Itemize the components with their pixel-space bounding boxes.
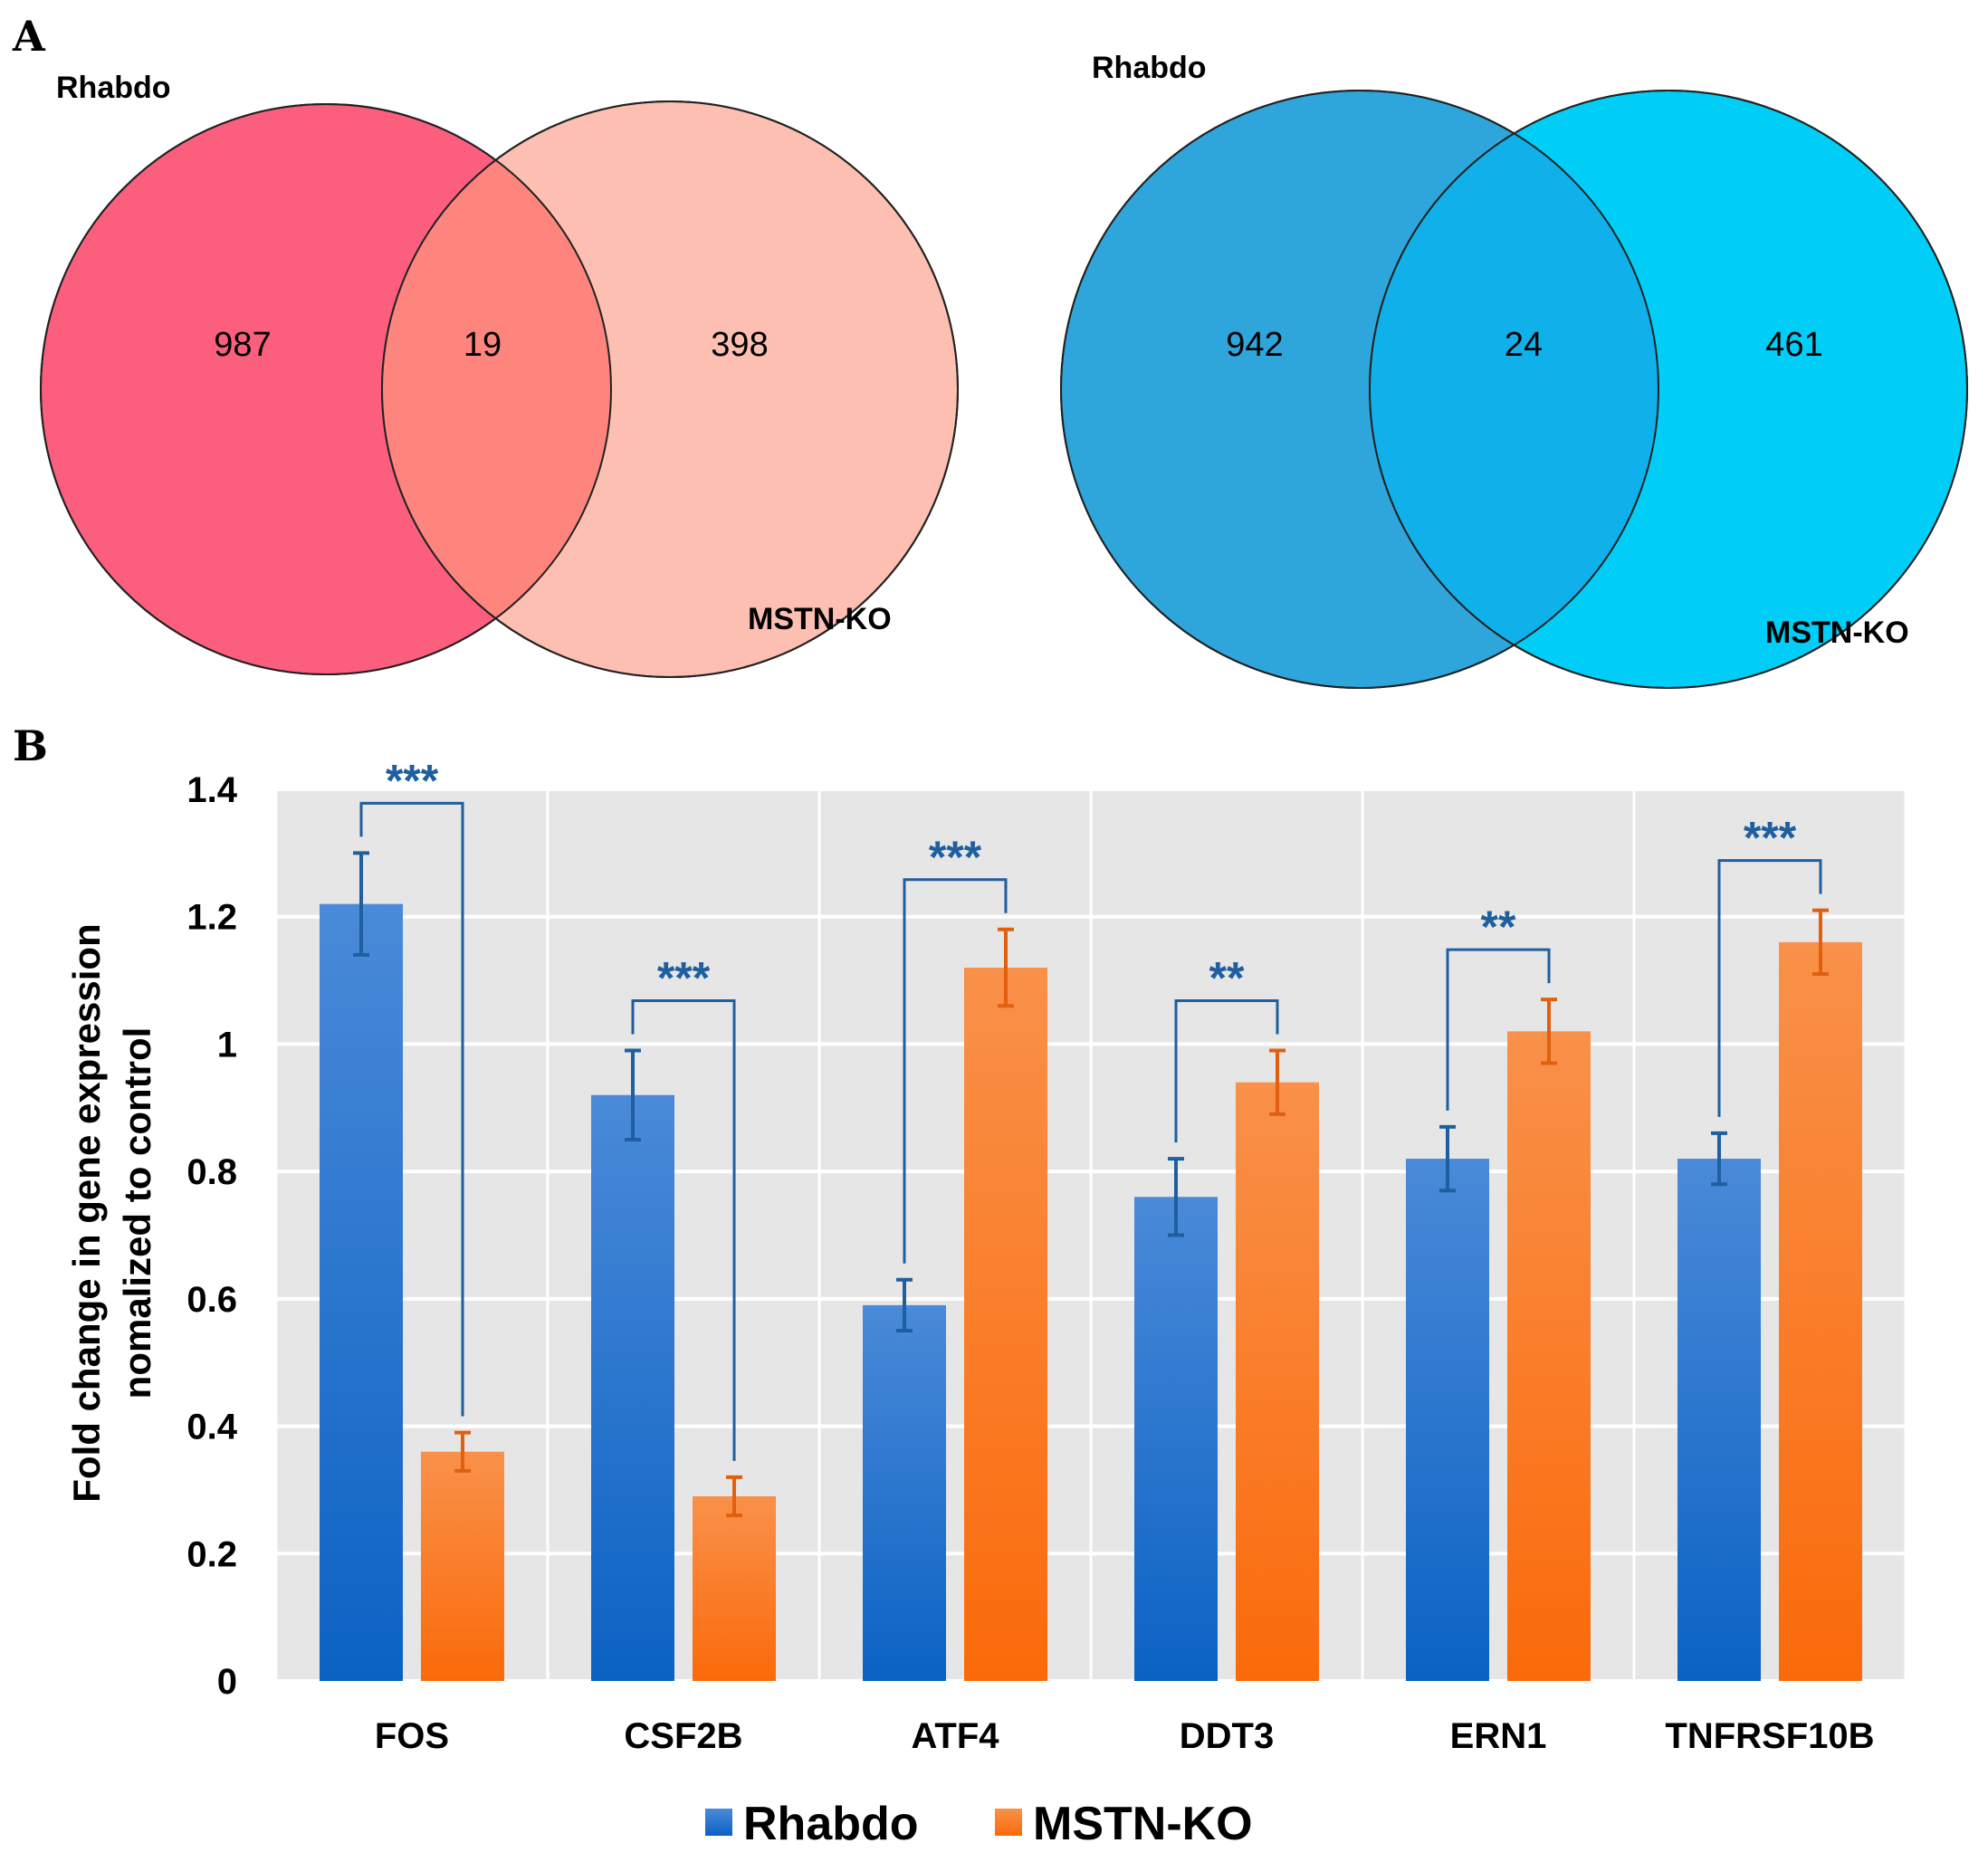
error-bar-mstn-ko-csf2b <box>726 1475 742 1518</box>
significance-label-ern1: ** <box>1481 902 1516 952</box>
error-bar-rhabdo-tnfrsf10b <box>1711 1131 1727 1187</box>
y-tick-label-2: 0.4 <box>186 1408 237 1447</box>
y-axis-title: Fold change in gene expression nomalized… <box>65 923 158 1502</box>
significance-bracket-ddt3 <box>1174 998 1279 1143</box>
category-label-tnfrsf10b: TNFRSF10B <box>1665 1716 1874 1756</box>
category-label-ern1: ERN1 <box>1450 1716 1547 1756</box>
significance-label-csf2b: *** <box>657 952 711 1003</box>
significance-label-ddt3: ** <box>1209 952 1245 1003</box>
error-bar-rhabdo-ern1 <box>1439 1124 1456 1193</box>
error-bar-mstn-ko-atf4 <box>998 927 1014 1008</box>
y-tick-label-7: 1.4 <box>186 770 237 810</box>
bar-mstn-ko-ern1 <box>1507 1031 1591 1681</box>
significance-label-tnfrsf10b: *** <box>1744 813 1797 864</box>
y-axis-ticks: 0 0.2 0.4 0.6 0.8 1 1.2 1.4 <box>186 770 237 1702</box>
venn1-set-a-label: Rhabdo <box>56 71 171 105</box>
venn2-set-a-label: Rhabdo <box>1092 51 1207 85</box>
category-label-fos: FOS <box>375 1716 449 1756</box>
error-bar-mstn-ko-tnfrsf10b <box>1812 908 1829 977</box>
bar-rhabdo-csf2b <box>591 1094 674 1681</box>
error-bar-mstn-ko-ddt3 <box>1269 1048 1286 1116</box>
venn-diagram-1: Rhabdo MSTN-KO 987 19 398 <box>40 71 959 678</box>
category-label-csf2b: CSF2B <box>624 1716 742 1756</box>
bar-mstn-ko-tnfrsf10b <box>1779 941 1862 1681</box>
venn2-overlap-region <box>1370 91 1658 688</box>
error-bar-rhabdo-fos <box>353 851 369 957</box>
venn1-only-b-count: 398 <box>711 326 768 364</box>
venn1-only-a-count: 987 <box>214 326 271 364</box>
panel-b-label: B <box>13 721 48 770</box>
y-tick-label-5: 1 <box>217 1025 237 1065</box>
bar-mstn-ko-ddt3 <box>1236 1082 1319 1681</box>
error-bar-mstn-ko-fos <box>454 1430 471 1473</box>
venn2-only-a-count: 942 <box>1226 326 1283 364</box>
y-tick-label-4: 0.8 <box>186 1152 237 1192</box>
significance-bracket-atf4 <box>903 878 1008 1264</box>
legend-label-rhabdo: Rhabdo <box>743 1798 919 1850</box>
venn1-overlap-region <box>382 104 611 674</box>
error-bar-rhabdo-csf2b <box>625 1048 641 1141</box>
bar-rhabdo-tnfrsf10b <box>1677 1159 1761 1681</box>
legend: Rhabdo MSTN-KO <box>705 1798 1253 1850</box>
error-bar-rhabdo-ddt3 <box>1168 1157 1184 1237</box>
bar-rhabdo-ern1 <box>1406 1159 1489 1681</box>
y-tick-label-0: 0 <box>217 1662 237 1702</box>
bars <box>320 903 1862 1681</box>
category-label-atf4: ATF4 <box>911 1716 999 1756</box>
significance-label-fos: *** <box>386 755 439 806</box>
significance-bracket-fos <box>359 801 464 1417</box>
legend-swatch-mstn-ko <box>995 1809 1022 1836</box>
error-bar-mstn-ko-ern1 <box>1541 998 1557 1065</box>
significance-brackets: **************** <box>359 755 1822 1461</box>
error-bars <box>353 851 1829 1518</box>
x-axis-categories: FOS CSF2B ATF4 DDT3 ERN1 TNFRSF10B <box>375 1716 1875 1756</box>
y-axis-title-line-2: nomalized to control <box>116 1027 158 1399</box>
y-tick-label-1: 0.2 <box>186 1534 237 1574</box>
venn1-overlap-count: 19 <box>464 326 502 364</box>
y-axis-title-line-1: Fold change in gene expression <box>65 923 108 1502</box>
bar-mstn-ko-csf2b <box>693 1495 776 1681</box>
error-bar-rhabdo-atf4 <box>896 1277 913 1333</box>
bar-rhabdo-fos <box>320 903 403 1681</box>
bar-mstn-ko-atf4 <box>964 968 1047 1681</box>
y-tick-label-6: 1.2 <box>186 898 237 938</box>
category-label-ddt3: DDT3 <box>1180 1716 1274 1756</box>
venn2-overlap-count: 24 <box>1505 326 1543 364</box>
venn-diagram-2: Rhabdo MSTN-KO 942 24 461 <box>1060 51 1968 689</box>
venn2-set-b-label: MSTN-KO <box>1765 616 1909 650</box>
venn1-set-b-label: MSTN-KO <box>748 602 892 636</box>
panel-a-label: A <box>12 12 46 61</box>
y-tick-label-3: 0.6 <box>186 1280 237 1320</box>
significance-bracket-csf2b <box>631 998 736 1461</box>
significance-bracket-tnfrsf10b <box>1717 859 1822 1117</box>
gridlines <box>274 788 1907 1683</box>
significance-bracket-ern1 <box>1446 948 1551 1111</box>
legend-swatch-rhabdo <box>705 1809 732 1836</box>
significance-label-atf4: *** <box>929 832 982 883</box>
bar-mstn-ko-fos <box>421 1451 504 1681</box>
venn2-only-b-count: 461 <box>1765 326 1822 364</box>
bar-rhabdo-ddt3 <box>1134 1197 1218 1681</box>
bar-rhabdo-atf4 <box>863 1304 946 1681</box>
legend-label-mstn-ko: MSTN-KO <box>1033 1798 1253 1850</box>
bar-chart: 00.20.40.60.811.21.4 **************** FO… <box>65 755 1907 1850</box>
